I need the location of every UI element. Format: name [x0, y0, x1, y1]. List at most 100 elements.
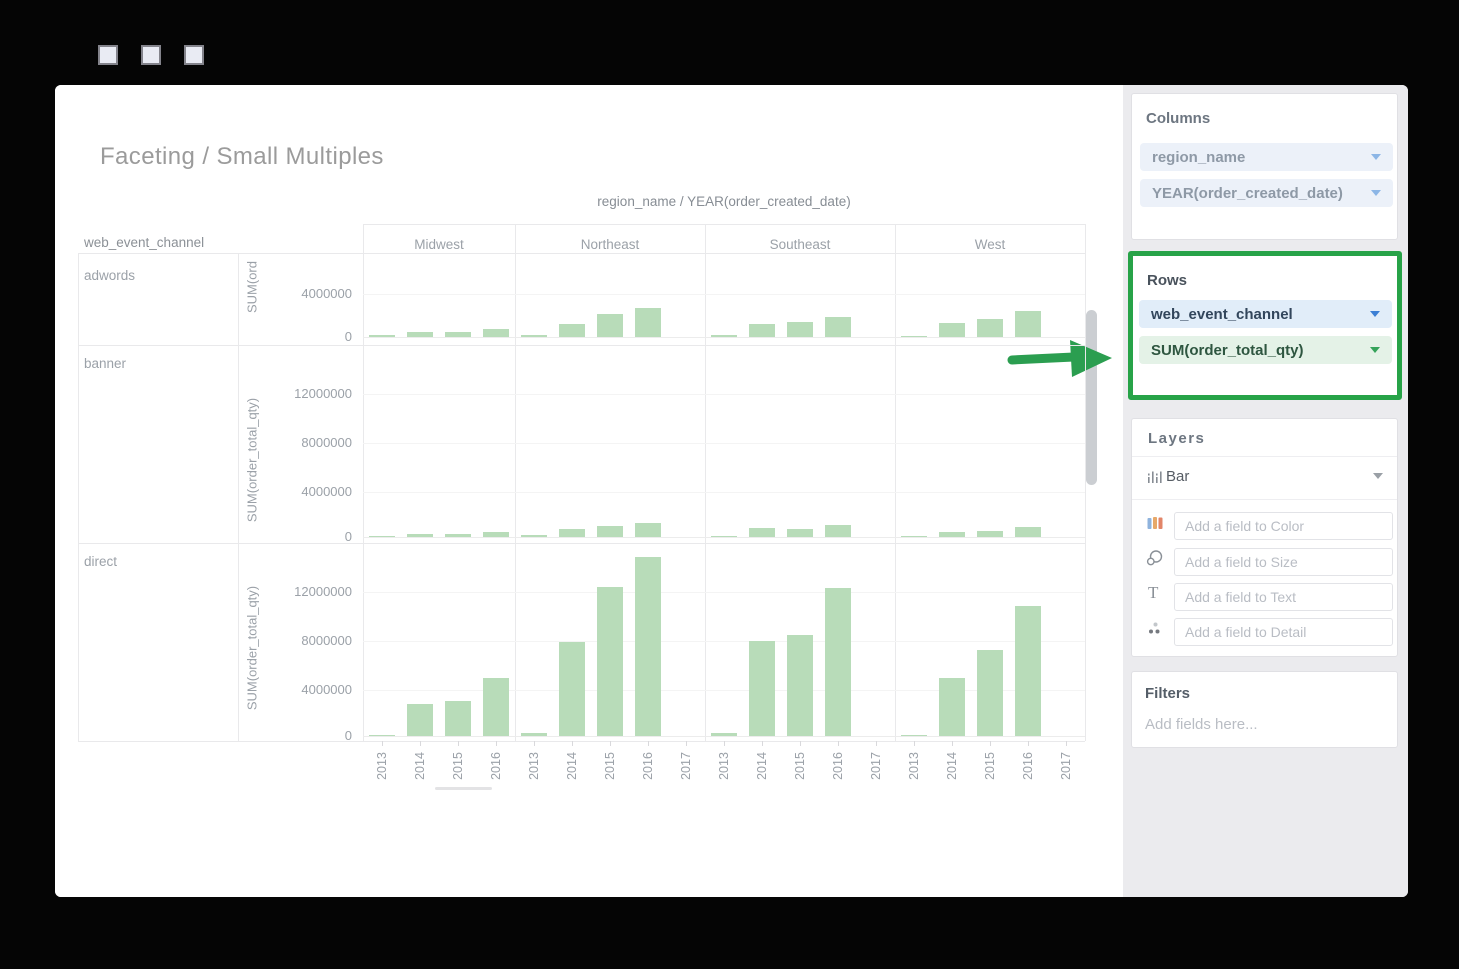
bar-banner-midwest-2016[interactable] — [483, 532, 509, 537]
layer-type-selector[interactable]: Bar — [1132, 457, 1397, 499]
facet-label-northeast: Northeast — [580, 237, 640, 252]
grid-line — [705, 224, 706, 741]
bar-adwords-west-2015[interactable] — [977, 319, 1003, 337]
bar-banner-southeast-2016[interactable] — [825, 525, 851, 537]
bar-adwords-west-2016[interactable] — [1015, 311, 1041, 337]
y-tick-label: 8000000 — [301, 435, 352, 450]
chevron-down-icon[interactable] — [1373, 473, 1383, 479]
bar-adwords-northeast-2013[interactable] — [521, 335, 547, 337]
bar-adwords-southeast-2015[interactable] — [787, 322, 813, 337]
window-control-3[interactable] — [184, 45, 204, 65]
bar-adwords-southeast-2014[interactable] — [749, 324, 775, 337]
bar-adwords-midwest-2015[interactable] — [445, 332, 471, 337]
field-pill-region-name[interactable]: region_name — [1140, 143, 1393, 171]
x-tick-mark — [496, 741, 497, 746]
vertical-scrollbar-thumb[interactable] — [1086, 310, 1097, 485]
y-gridline — [363, 592, 1085, 593]
layers-panel-title: Layers — [1148, 430, 1206, 447]
x-tick-label: 2017 — [679, 752, 693, 780]
bar-direct-southeast-2013[interactable] — [711, 733, 737, 736]
facet-label-midwest: Midwest — [414, 237, 464, 252]
filters-drop-target[interactable]: Add fields here... — [1145, 716, 1258, 733]
window-control-1[interactable] — [98, 45, 118, 65]
bar-direct-southeast-2015[interactable] — [787, 635, 813, 736]
bar-adwords-midwest-2016[interactable] — [483, 329, 509, 337]
filters-panel-title: Filters — [1145, 685, 1191, 702]
bar-direct-west-2013[interactable] — [901, 735, 927, 736]
bar-direct-midwest-2014[interactable] — [407, 704, 433, 736]
bar-banner-west-2016[interactable] — [1015, 527, 1041, 537]
chevron-down-icon[interactable] — [1370, 311, 1380, 317]
bar-banner-northeast-2016[interactable] — [635, 523, 661, 537]
bar-adwords-west-2014[interactable] — [939, 323, 965, 337]
bar-direct-midwest-2013[interactable] — [369, 735, 395, 736]
field-pill-year-order-created-date[interactable]: YEAR(order_created_date) — [1140, 179, 1393, 207]
bar-banner-northeast-2014[interactable] — [559, 529, 585, 537]
bar-direct-west-2016[interactable] — [1015, 606, 1041, 736]
facet-row-adwords: adwords SUM(ord 4000000 0 — [78, 253, 1085, 345]
bar-direct-midwest-2015[interactable] — [445, 701, 471, 736]
bar-direct-northeast-2013[interactable] — [521, 733, 547, 736]
bar-banner-west-2013[interactable] — [901, 536, 927, 537]
bar-direct-northeast-2015[interactable] — [597, 587, 623, 736]
chart-canvas: Faceting / Small Multiples region_name /… — [55, 85, 1123, 897]
x-tick-label: 2016 — [489, 752, 503, 780]
field-pill-web-event-channel[interactable]: web_event_channel — [1139, 300, 1392, 328]
chevron-down-icon[interactable] — [1370, 347, 1380, 353]
bar-adwords-midwest-2014[interactable] — [407, 332, 433, 337]
bar-banner-southeast-2013[interactable] — [711, 536, 737, 537]
row-label-adwords: adwords — [84, 268, 136, 283]
bar-adwords-midwest-2013[interactable] — [369, 335, 395, 337]
bar-direct-southeast-2014[interactable] — [749, 641, 775, 736]
bar-banner-northeast-2015[interactable] — [597, 526, 623, 537]
chevron-down-icon[interactable] — [1371, 154, 1381, 160]
grid-line — [78, 253, 1085, 254]
y-tick-label: 4000000 — [301, 682, 352, 697]
bar-banner-southeast-2015[interactable] — [787, 529, 813, 537]
bar-direct-west-2015[interactable] — [977, 650, 1003, 736]
bar-banner-southeast-2014[interactable] — [749, 528, 775, 537]
bar-direct-northeast-2016[interactable] — [635, 557, 661, 736]
bar-banner-west-2015[interactable] — [977, 531, 1003, 537]
bar-adwords-southeast-2013[interactable] — [711, 335, 737, 337]
rows-panel-highlight: Rows web_event_channel SUM(order_total_q… — [1128, 251, 1402, 400]
bar-adwords-southeast-2016[interactable] — [825, 317, 851, 337]
window-control-2[interactable] — [141, 45, 161, 65]
bar-banner-midwest-2013[interactable] — [369, 536, 395, 537]
bar-direct-southeast-2016[interactable] — [825, 588, 851, 736]
add-field-to-size-input[interactable] — [1174, 548, 1393, 576]
bar-adwords-west-2013[interactable] — [901, 336, 927, 337]
chevron-down-icon[interactable] — [1371, 190, 1381, 196]
field-pill-sum-order-total-qty[interactable]: SUM(order_total_qty) — [1139, 336, 1392, 364]
x-tick-mark — [876, 741, 877, 746]
x-tick-label: 2014 — [565, 752, 579, 780]
bar-adwords-northeast-2015[interactable] — [597, 314, 623, 337]
add-field-to-color-input[interactable] — [1174, 512, 1393, 540]
bar-banner-west-2014[interactable] — [939, 532, 965, 537]
bar-adwords-northeast-2014[interactable] — [559, 324, 585, 337]
bar-banner-midwest-2015[interactable] — [445, 534, 471, 537]
bar-banner-northeast-2013[interactable] — [521, 535, 547, 537]
x-tick-mark — [762, 741, 763, 746]
grid-line — [515, 224, 516, 741]
y-gridline — [363, 443, 1085, 444]
grid-line — [238, 253, 239, 741]
bar-banner-midwest-2014[interactable] — [407, 534, 433, 537]
x-tick-mark — [724, 741, 725, 746]
x-tick-label: 2014 — [755, 752, 769, 780]
horizontal-scrollbar-thumb[interactable] — [435, 787, 492, 790]
bar-direct-northeast-2014[interactable] — [559, 642, 585, 736]
bar-direct-west-2014[interactable] — [939, 678, 965, 736]
add-field-to-detail-input[interactable] — [1174, 618, 1393, 646]
x-tick-mark — [914, 741, 915, 746]
text-icon: T — [1148, 583, 1159, 602]
color-swatch-icon — [1147, 517, 1163, 529]
grid-line — [363, 224, 364, 741]
bar-direct-midwest-2016[interactable] — [483, 678, 509, 736]
bar-adwords-northeast-2016[interactable] — [635, 308, 661, 337]
facet-label-southeast: Southeast — [769, 237, 831, 252]
grid-line — [78, 253, 79, 741]
add-field-to-text-input[interactable] — [1174, 583, 1393, 611]
y-gridline — [363, 641, 1085, 642]
x-tick-mark — [648, 741, 649, 746]
